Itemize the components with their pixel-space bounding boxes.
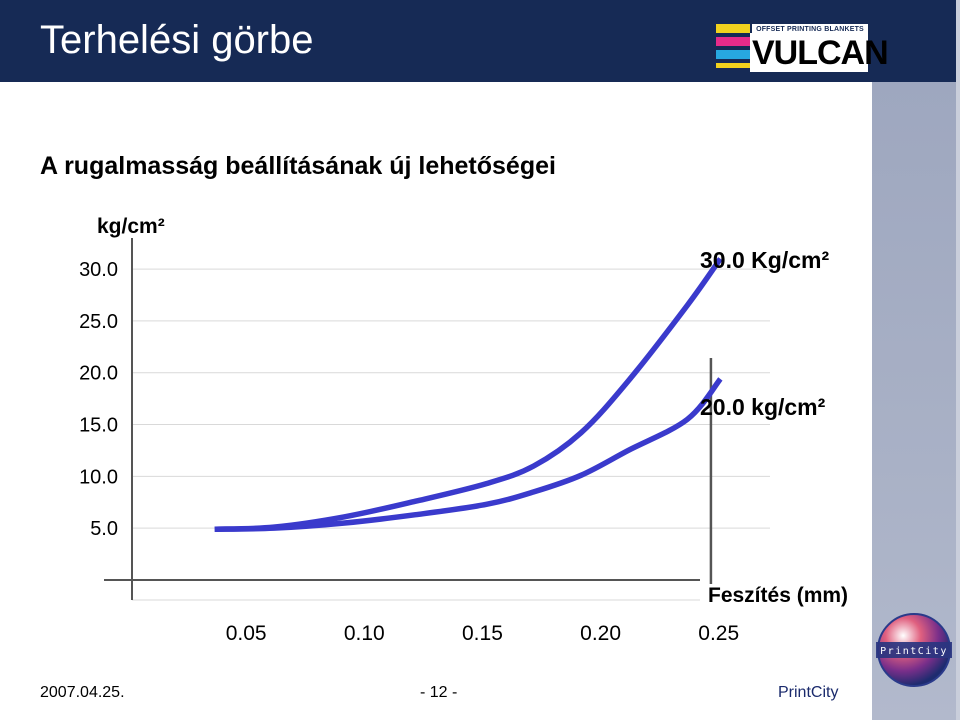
x-tick-label: 0.25 — [698, 622, 739, 645]
logo-tagline: OFFSET PRINTING BLANKETS — [752, 24, 868, 35]
y-tick-label: 5.0 — [90, 518, 118, 540]
logo-wordmark: VULCAN — [750, 33, 889, 72]
x-axis-label: Feszítés (mm) — [708, 584, 848, 607]
y-tick-label: 10.0 — [79, 466, 118, 488]
x-tick-label: 0.05 — [226, 622, 267, 645]
y-axis-label: kg/cm² — [97, 215, 165, 238]
slide-subtitle: A rugalmasság beállításának új lehetőség… — [40, 152, 556, 180]
series-annotation: 30.0 Kg/cm² — [700, 247, 829, 273]
right-edge-strip — [956, 0, 960, 720]
x-tick-label: 0.20 — [580, 622, 621, 645]
footer-brand: PrintCity — [778, 684, 839, 701]
slide-title: Terhelési görbe — [40, 18, 314, 62]
y-tick-label: 30.0 — [79, 259, 118, 281]
x-tick-label: 0.15 — [462, 622, 503, 645]
x-tick-label: 0.10 — [344, 622, 385, 645]
logo-stripes — [716, 24, 750, 72]
footer-page-number: - 12 - — [420, 684, 458, 701]
series-annotation: 20.0 kg/cm² — [700, 394, 826, 420]
series-line-20kg — [214, 377, 723, 532]
badge-label: PrintCity — [880, 646, 948, 657]
footer-date: 2007.04.25. — [40, 684, 125, 701]
y-tick-label: 25.0 — [79, 311, 118, 333]
printcity-badge: PrintCity — [876, 613, 952, 687]
y-tick-label: 20.0 — [79, 363, 118, 385]
series-line-30kg — [214, 257, 723, 532]
y-tick-label: 15.0 — [79, 415, 118, 437]
vulcan-logo: OFFSET PRINTING BLANKETS VULCAN — [716, 24, 889, 72]
